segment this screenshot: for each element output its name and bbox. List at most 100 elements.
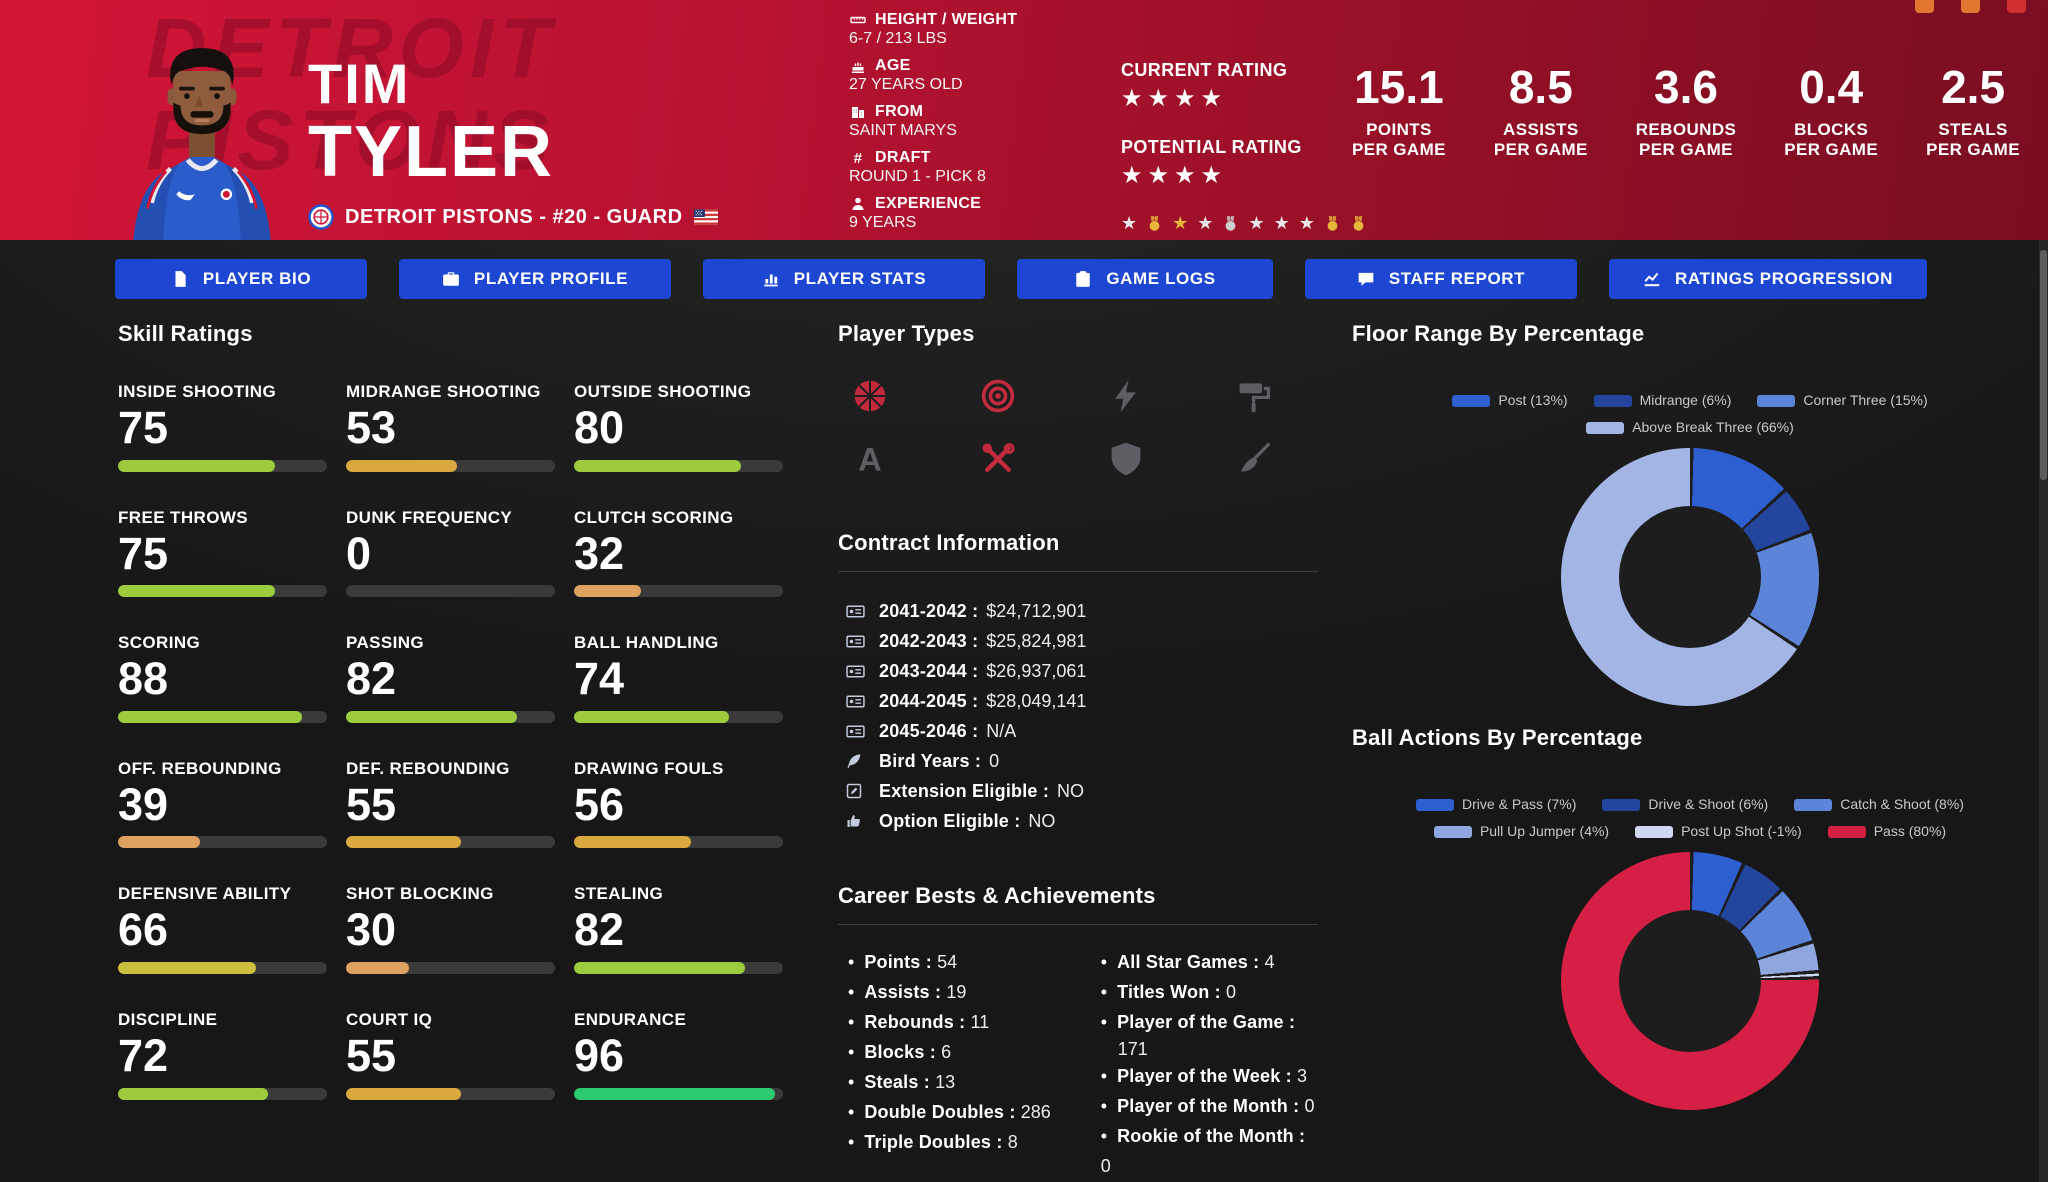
header-quick-button[interactable]	[1961, 0, 1980, 13]
legend-swatch	[1433, 825, 1472, 838]
bio-label-text: DRAFT	[875, 149, 931, 166]
legend-item: Corner Three (15%)	[1757, 392, 1928, 409]
legend-label: Post (13%)	[1498, 392, 1568, 408]
stat-label-line2: PER GAME	[1493, 140, 1588, 159]
tab-staff-report[interactable]: STAFF REPORT	[1305, 259, 1577, 299]
legend-swatch	[1593, 394, 1632, 407]
skill-item: DUNK FREQUENCY 0	[346, 508, 555, 598]
award-star-icon: ★	[1121, 213, 1138, 233]
money-check-icon	[846, 604, 866, 619]
career-label: Player of the Week :	[1117, 1066, 1298, 1086]
stat-label: BLOCKS PER GAME	[1784, 120, 1878, 160]
contract-row: 2041-2042 : $24,712,901	[846, 596, 1318, 626]
tab-player-profile[interactable]: PLAYER PROFILE	[399, 259, 671, 299]
award-medal-icon	[1350, 215, 1367, 232]
tools-icon	[980, 441, 1016, 477]
career-value: 11	[970, 1012, 990, 1032]
career-item: Rebounds : 11	[848, 1007, 1087, 1037]
tab-label: PLAYER STATS	[793, 269, 927, 288]
career-label: Titles Won :	[1117, 982, 1227, 1002]
clipboard-icon	[1074, 270, 1092, 288]
legend-label: Drive & Pass (7%)	[1462, 796, 1577, 812]
career-item: Blocks : 6	[848, 1037, 1087, 1067]
legend-swatch	[1452, 394, 1491, 407]
career-item: Assists : 19	[848, 977, 1087, 1007]
skill-bar-fill	[346, 459, 457, 472]
player-avatar	[116, 28, 288, 240]
profile-tab-bar: PLAYER BIO PLAYER PROFILE PLAYER STATS GAME…	[115, 259, 1927, 299]
skill-label: COURT IQ	[346, 1009, 433, 1029]
contract-value: 0	[989, 750, 1000, 771]
player-bio-summary: HEIGHT / WEIGHT 6-7 / 213 LBS AGE 27 YEARS …	[849, 10, 1109, 240]
skill-label: BALL HANDLING	[574, 633, 719, 653]
skill-bar-fill	[346, 836, 461, 849]
rating-block: CURRENT RATING ★★★★ POTENTIAL RATING ★★★…	[1121, 60, 1381, 232]
tab-label: GAME LOGS	[1106, 269, 1216, 288]
bio-value: SAINT MARYS	[849, 122, 957, 139]
skill-bar-track	[346, 961, 555, 974]
skill-label: SCORING	[118, 633, 201, 653]
career-label: Player of the Month :	[1117, 1096, 1305, 1116]
stat-label: ASSISTS PER GAME	[1494, 120, 1588, 160]
skill-item: SCORING 88	[118, 633, 327, 723]
skill-bar-track	[118, 710, 327, 723]
skill-value: 66	[118, 904, 169, 956]
career-value: 286	[1020, 1102, 1051, 1122]
career-label: Rebounds :	[864, 1012, 971, 1032]
stat-value: 8.5	[1508, 61, 1573, 113]
legend-label: Midrange (6%)	[1639, 392, 1732, 408]
contract-value: NO	[1028, 810, 1056, 831]
tab-game-logs[interactable]: GAME LOGS	[1017, 259, 1273, 299]
skill-value: 55	[346, 1029, 397, 1081]
legend-label: Catch & Shoot (8%)	[1840, 796, 1964, 812]
stat-block: 3.6 REBOUNDS PER GAME	[1636, 64, 1737, 160]
contract-value: $28,049,141	[986, 690, 1087, 711]
money-check-icon	[846, 694, 866, 709]
header-quick-button[interactable]	[1915, 0, 1934, 13]
award-medal-icon	[1324, 215, 1341, 232]
player-types-grid: A	[852, 378, 1318, 477]
skill-item: CLUTCH SCORING 32	[574, 508, 783, 598]
feather-icon	[846, 753, 866, 769]
person-icon	[849, 196, 867, 212]
contract-row: 2045-2046 : N/A	[846, 716, 1318, 746]
award-medal-icon	[1222, 215, 1239, 232]
skill-bar-fill	[574, 459, 742, 472]
bio-value: ROUND 1 - PICK 8	[849, 168, 986, 185]
lightning-icon	[1108, 378, 1144, 414]
bio-label: FROM	[849, 102, 1109, 121]
basketball-icon	[852, 378, 888, 414]
stat-label-line2: PER GAME	[1639, 140, 1733, 159]
skill-bar-track	[118, 1087, 327, 1100]
bio-item: EXPERIENCE 9 YEARS	[849, 194, 1109, 232]
skill-bar-fill	[574, 836, 692, 849]
tab-player-stats[interactable]: PLAYER STATS	[703, 259, 985, 299]
tab-player-bio[interactable]: PLAYER BIO	[115, 259, 367, 299]
contract-label: 2041-2042 :	[879, 600, 979, 621]
tab-ratings-progression[interactable]: RATINGS PROGRESSION	[1609, 259, 1927, 299]
team-badge-icon	[308, 204, 334, 230]
skill-value: 80	[574, 402, 625, 453]
tab-label: PLAYER BIO	[202, 269, 312, 288]
briefcase-icon	[442, 270, 460, 288]
skill-bar-fill	[346, 1087, 461, 1100]
header-quick-button[interactable]	[2007, 0, 2026, 13]
line-chart-icon	[1643, 270, 1661, 288]
legend-label: Drive & Shoot (6%)	[1648, 796, 1769, 812]
skill-bar-fill	[118, 1087, 269, 1100]
legend-item: Drive & Shoot (6%)	[1602, 796, 1768, 813]
skill-value: 74	[574, 653, 625, 705]
bio-item: FROM SAINT MARYS	[849, 102, 1109, 140]
bio-label-text: FROM	[875, 103, 924, 120]
stat-value: 2.5	[1941, 61, 2006, 113]
skill-item: STEALING 82	[574, 884, 783, 974]
legend-label: Pass (80%)	[1873, 823, 1947, 839]
scrollbar[interactable]	[2039, 240, 2048, 1182]
contract-row: Extension Eligible : NO	[846, 776, 1318, 806]
career-value: 0	[1100, 1156, 1111, 1176]
skill-label: MIDRANGE SHOOTING	[346, 382, 541, 401]
scrollbar-thumb[interactable]	[2040, 250, 2047, 480]
career-item: Player of the Week : 3	[1101, 1061, 1318, 1091]
per-game-stats-row: 15.1 POINTS PER GAME 8.5 ASSISTS PER GAME 3.6 R…	[1352, 64, 2020, 160]
career-item: Player of the Game : 171	[1101, 1007, 1318, 1061]
